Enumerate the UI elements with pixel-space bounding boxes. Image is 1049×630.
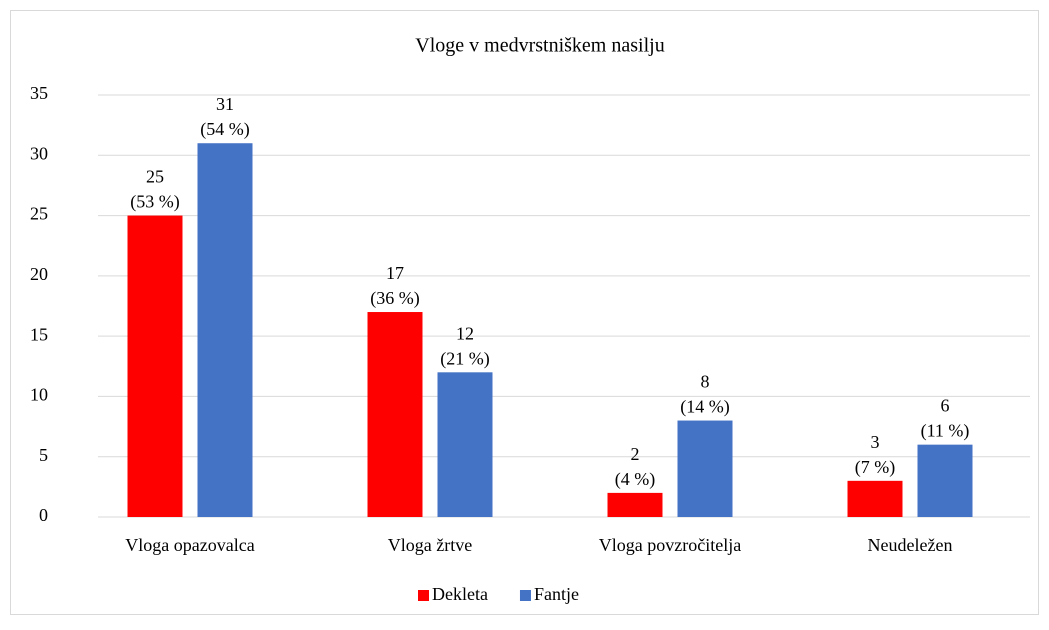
bar	[607, 492, 663, 517]
bar	[127, 215, 183, 518]
data-label-line: (7 %)	[855, 457, 895, 478]
data-label-line: 6	[941, 396, 950, 416]
y-tick-label: 20	[30, 264, 48, 284]
data-label-line: (14 %)	[680, 397, 729, 418]
data-label: 6 (11 %)	[921, 396, 970, 442]
chart-title: Vloge v medvrstniškem nasilju	[415, 35, 664, 57]
x-tick-label: Neudeležen	[868, 535, 953, 555]
bar	[677, 420, 733, 517]
data-label-line: 8	[701, 372, 710, 392]
x-tick-label: Vloga žrtve	[388, 535, 472, 555]
y-tick-label: 25	[30, 204, 48, 224]
data-label-line: 25	[146, 167, 164, 187]
x-tick-label: Vloga povzročitelja	[599, 535, 741, 555]
y-tick-label: 0	[39, 505, 48, 525]
data-label: 12 (21 %)	[440, 323, 489, 369]
data-label-line: (4 %)	[615, 469, 655, 490]
data-label-line: (54 %)	[200, 119, 249, 140]
legend-swatch	[519, 590, 531, 601]
y-tick-label: 10	[30, 385, 48, 405]
data-label-line: (36 %)	[370, 288, 419, 309]
y-tick-label: 35	[30, 83, 48, 103]
data-label-line: 31	[216, 94, 234, 114]
data-label: 8 (14 %)	[680, 372, 729, 418]
y-tick-label: 15	[30, 324, 48, 344]
data-label-line: (11 %)	[921, 421, 970, 442]
data-label-line: (21 %)	[440, 348, 489, 369]
bar	[367, 312, 423, 517]
bar	[917, 444, 973, 517]
data-label-line: (53 %)	[130, 192, 179, 213]
x-tick-label: Vloga opazovalca	[125, 535, 254, 555]
data-label-line: 3	[871, 432, 880, 452]
legend-swatch	[418, 590, 429, 601]
legend-label: Fantje	[534, 584, 579, 604]
legend-label: Dekleta	[432, 584, 488, 604]
data-label: 2 (4 %)	[615, 444, 655, 490]
bar	[847, 480, 903, 517]
bar	[437, 372, 493, 517]
y-tick-label: 30	[30, 143, 48, 163]
data-label-line: 17	[386, 263, 404, 283]
data-label: 17 (36 %)	[370, 263, 419, 309]
data-label: 31 (54 %)	[200, 94, 249, 140]
data-label: 25 (53 %)	[130, 167, 179, 213]
data-label: 3 (7 %)	[855, 432, 895, 478]
data-label-line: 2	[631, 444, 640, 464]
y-tick-label: 5	[39, 445, 48, 465]
bar	[197, 143, 253, 517]
data-label-line: 12	[456, 323, 474, 343]
